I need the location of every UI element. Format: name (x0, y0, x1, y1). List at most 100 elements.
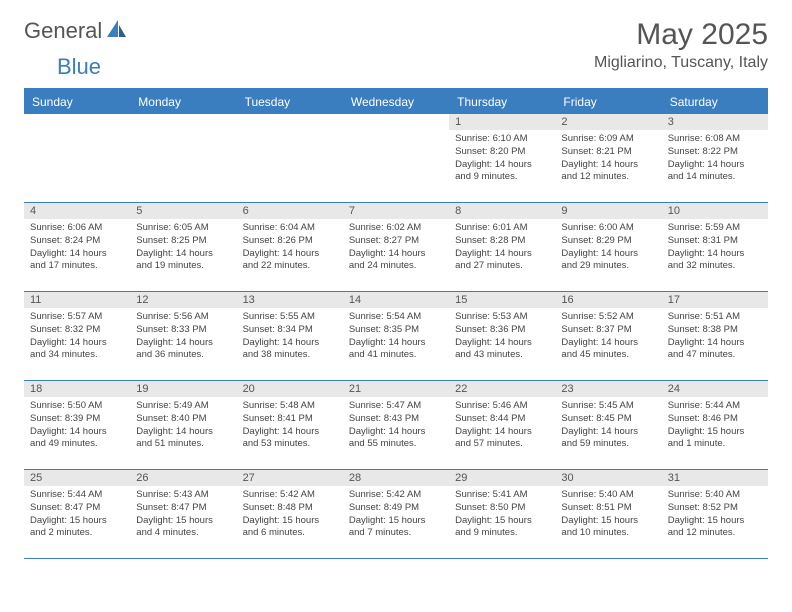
sunset-text: Sunset: 8:35 PM (349, 324, 443, 337)
day-details: Sunrise: 5:44 AMSunset: 8:47 PMDaylight:… (24, 486, 130, 544)
brand-logo: General (24, 18, 130, 44)
daylight-text: Daylight: 14 hours and 34 minutes. (30, 337, 124, 363)
location-label: Migliarino, Tuscany, Italy (594, 54, 768, 72)
day-details: Sunrise: 5:53 AMSunset: 8:36 PMDaylight:… (449, 308, 555, 366)
sunrise-text: Sunrise: 6:08 AM (668, 133, 762, 146)
day-number: 6 (237, 203, 343, 219)
daylight-text: Daylight: 15 hours and 12 minutes. (668, 515, 762, 541)
day-details: Sunrise: 6:09 AMSunset: 8:21 PMDaylight:… (555, 130, 661, 188)
day-number: 28 (343, 470, 449, 486)
calendar-day-cell (24, 114, 130, 202)
day-details: Sunrise: 5:40 AMSunset: 8:52 PMDaylight:… (662, 486, 768, 544)
daylight-text: Daylight: 14 hours and 17 minutes. (30, 248, 124, 274)
sunrise-text: Sunrise: 6:09 AM (561, 133, 655, 146)
sunset-text: Sunset: 8:48 PM (243, 502, 337, 515)
daylight-text: Daylight: 14 hours and 12 minutes. (561, 159, 655, 185)
brand-sail-icon (106, 19, 128, 44)
calendar-day-cell (237, 114, 343, 202)
sunset-text: Sunset: 8:31 PM (668, 235, 762, 248)
sunrise-text: Sunrise: 5:44 AM (30, 489, 124, 502)
day-number: 30 (555, 470, 661, 486)
day-number: 23 (555, 381, 661, 397)
calendar-day-cell: 12Sunrise: 5:56 AMSunset: 8:33 PMDayligh… (130, 292, 236, 380)
sunset-text: Sunset: 8:20 PM (455, 146, 549, 159)
daylight-text: Daylight: 14 hours and 36 minutes. (136, 337, 230, 363)
sunrise-text: Sunrise: 6:02 AM (349, 222, 443, 235)
calendar-page: General May 2025 Migliarino, Tuscany, It… (0, 0, 792, 577)
calendar-week-row: 11Sunrise: 5:57 AMSunset: 8:32 PMDayligh… (24, 292, 768, 381)
day-number: 13 (237, 292, 343, 308)
daylight-text: Daylight: 15 hours and 6 minutes. (243, 515, 337, 541)
daylight-text: Daylight: 14 hours and 38 minutes. (243, 337, 337, 363)
daylight-text: Daylight: 14 hours and 22 minutes. (243, 248, 337, 274)
day-details: Sunrise: 5:43 AMSunset: 8:47 PMDaylight:… (130, 486, 236, 544)
daylight-text: Daylight: 14 hours and 14 minutes. (668, 159, 762, 185)
day-details: Sunrise: 5:54 AMSunset: 8:35 PMDaylight:… (343, 308, 449, 366)
day-number: 9 (555, 203, 661, 219)
daylight-text: Daylight: 14 hours and 45 minutes. (561, 337, 655, 363)
calendar-week-row: 25Sunrise: 5:44 AMSunset: 8:47 PMDayligh… (24, 470, 768, 559)
day-details: Sunrise: 5:51 AMSunset: 8:38 PMDaylight:… (662, 308, 768, 366)
daylight-text: Daylight: 14 hours and 43 minutes. (455, 337, 549, 363)
calendar-day-cell: 1Sunrise: 6:10 AMSunset: 8:20 PMDaylight… (449, 114, 555, 202)
calendar-day-cell: 13Sunrise: 5:55 AMSunset: 8:34 PMDayligh… (237, 292, 343, 380)
calendar-day-cell: 4Sunrise: 6:06 AMSunset: 8:24 PMDaylight… (24, 203, 130, 291)
calendar-day-cell: 27Sunrise: 5:42 AMSunset: 8:48 PMDayligh… (237, 470, 343, 558)
daylight-text: Daylight: 14 hours and 53 minutes. (243, 426, 337, 452)
day-details: Sunrise: 5:42 AMSunset: 8:48 PMDaylight:… (237, 486, 343, 544)
day-number: 29 (449, 470, 555, 486)
day-details: Sunrise: 5:49 AMSunset: 8:40 PMDaylight:… (130, 397, 236, 455)
day-details: Sunrise: 5:50 AMSunset: 8:39 PMDaylight:… (24, 397, 130, 455)
calendar-day-cell: 14Sunrise: 5:54 AMSunset: 8:35 PMDayligh… (343, 292, 449, 380)
sunset-text: Sunset: 8:25 PM (136, 235, 230, 248)
day-number: 5 (130, 203, 236, 219)
calendar-day-cell: 16Sunrise: 5:52 AMSunset: 8:37 PMDayligh… (555, 292, 661, 380)
calendar-day-cell: 29Sunrise: 5:41 AMSunset: 8:50 PMDayligh… (449, 470, 555, 558)
day-details: Sunrise: 5:59 AMSunset: 8:31 PMDaylight:… (662, 219, 768, 277)
day-details: Sunrise: 5:44 AMSunset: 8:46 PMDaylight:… (662, 397, 768, 455)
sunrise-text: Sunrise: 5:55 AM (243, 311, 337, 324)
day-details: Sunrise: 5:40 AMSunset: 8:51 PMDaylight:… (555, 486, 661, 544)
daylight-text: Daylight: 14 hours and 57 minutes. (455, 426, 549, 452)
weekday-header-cell: Friday (555, 90, 661, 114)
daylight-text: Daylight: 14 hours and 29 minutes. (561, 248, 655, 274)
sunrise-text: Sunrise: 5:44 AM (668, 400, 762, 413)
calendar-day-cell: 25Sunrise: 5:44 AMSunset: 8:47 PMDayligh… (24, 470, 130, 558)
calendar-day-cell: 20Sunrise: 5:48 AMSunset: 8:41 PMDayligh… (237, 381, 343, 469)
day-details: Sunrise: 6:04 AMSunset: 8:26 PMDaylight:… (237, 219, 343, 277)
daylight-text: Daylight: 15 hours and 9 minutes. (455, 515, 549, 541)
daylight-text: Daylight: 15 hours and 7 minutes. (349, 515, 443, 541)
day-number: 26 (130, 470, 236, 486)
sunset-text: Sunset: 8:22 PM (668, 146, 762, 159)
sunset-text: Sunset: 8:50 PM (455, 502, 549, 515)
brand-text-blue: Blue (57, 54, 101, 80)
daylight-text: Daylight: 14 hours and 55 minutes. (349, 426, 443, 452)
calendar-week-row: 1Sunrise: 6:10 AMSunset: 8:20 PMDaylight… (24, 114, 768, 203)
day-details: Sunrise: 5:46 AMSunset: 8:44 PMDaylight:… (449, 397, 555, 455)
daylight-text: Daylight: 14 hours and 24 minutes. (349, 248, 443, 274)
sunrise-text: Sunrise: 6:10 AM (455, 133, 549, 146)
day-details: Sunrise: 5:55 AMSunset: 8:34 PMDaylight:… (237, 308, 343, 366)
sunset-text: Sunset: 8:51 PM (561, 502, 655, 515)
sunset-text: Sunset: 8:33 PM (136, 324, 230, 337)
daylight-text: Daylight: 14 hours and 51 minutes. (136, 426, 230, 452)
calendar-day-cell: 8Sunrise: 6:01 AMSunset: 8:28 PMDaylight… (449, 203, 555, 291)
calendar-day-cell: 7Sunrise: 6:02 AMSunset: 8:27 PMDaylight… (343, 203, 449, 291)
calendar-day-cell: 15Sunrise: 5:53 AMSunset: 8:36 PMDayligh… (449, 292, 555, 380)
brand-text-general: General (24, 18, 102, 44)
day-number: 7 (343, 203, 449, 219)
sunrise-text: Sunrise: 5:40 AM (561, 489, 655, 502)
sunset-text: Sunset: 8:43 PM (349, 413, 443, 426)
weekday-header-cell: Tuesday (237, 90, 343, 114)
calendar-day-cell (130, 114, 236, 202)
daylight-text: Daylight: 14 hours and 19 minutes. (136, 248, 230, 274)
title-block: May 2025 Migliarino, Tuscany, Italy (594, 18, 768, 72)
sunset-text: Sunset: 8:46 PM (668, 413, 762, 426)
sunrise-text: Sunrise: 5:59 AM (668, 222, 762, 235)
calendar-day-cell: 19Sunrise: 5:49 AMSunset: 8:40 PMDayligh… (130, 381, 236, 469)
sunrise-text: Sunrise: 5:46 AM (455, 400, 549, 413)
sunset-text: Sunset: 8:24 PM (30, 235, 124, 248)
day-number: 10 (662, 203, 768, 219)
weekday-header-cell: Monday (130, 90, 236, 114)
sunset-text: Sunset: 8:28 PM (455, 235, 549, 248)
